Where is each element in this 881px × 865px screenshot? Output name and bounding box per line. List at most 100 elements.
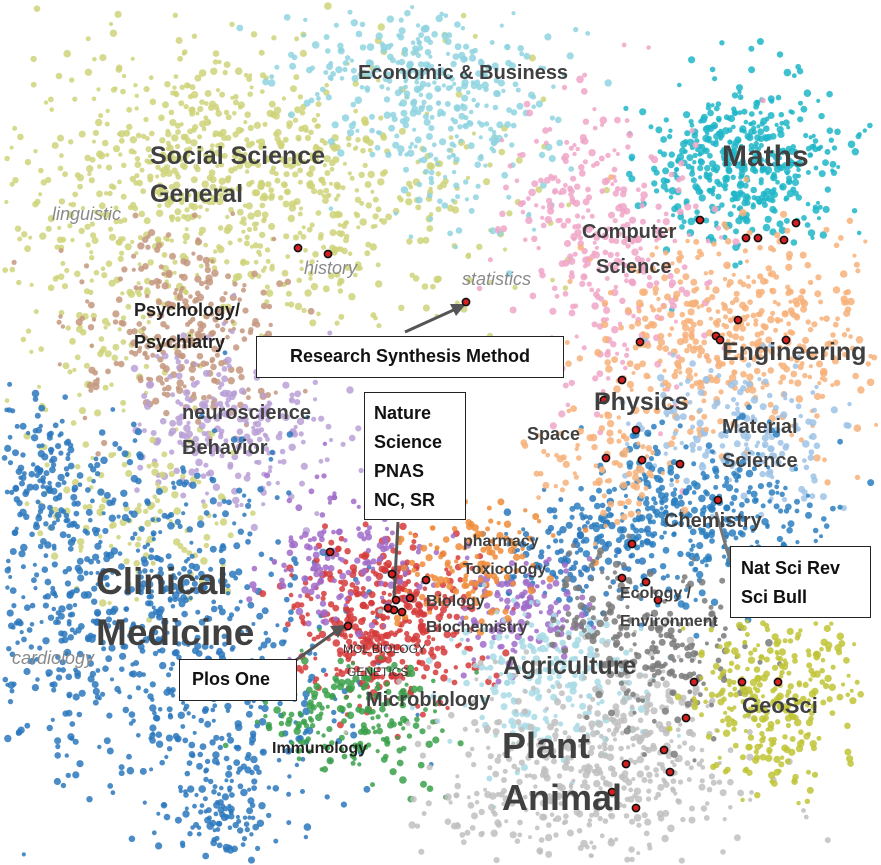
journal-point <box>234 472 242 480</box>
journal-point <box>116 534 121 540</box>
journal-point <box>698 194 706 202</box>
journal-point <box>300 233 307 240</box>
journal-point <box>190 381 198 388</box>
journal-point <box>696 419 704 427</box>
journal-point <box>183 502 189 507</box>
journal-point <box>733 290 740 297</box>
journal-point <box>38 503 46 511</box>
journal-point <box>111 184 117 190</box>
journal-point <box>774 484 780 490</box>
journal-point <box>593 502 601 510</box>
journal-point <box>14 225 22 232</box>
journal-point <box>7 381 13 387</box>
journal-point <box>762 191 767 196</box>
journal-point <box>746 489 752 495</box>
journal-point <box>261 607 269 615</box>
journal-point <box>147 693 154 700</box>
journal-point <box>377 178 385 186</box>
journal-point <box>813 165 819 171</box>
journal-point <box>241 287 246 293</box>
journal-point <box>136 536 142 542</box>
journal-point <box>129 136 138 144</box>
journal-point <box>133 285 139 291</box>
journal-point <box>409 544 417 551</box>
journal-point <box>460 103 465 108</box>
journal-point <box>722 276 728 282</box>
journal-point <box>271 35 277 41</box>
journal-point <box>671 372 679 380</box>
journal-point <box>826 127 834 134</box>
journal-point <box>79 329 87 336</box>
journal-point <box>696 319 704 327</box>
journal-point <box>229 778 234 784</box>
journal-point <box>268 456 274 462</box>
journal-point <box>148 554 155 561</box>
journal-point <box>11 625 16 630</box>
journal-point <box>781 496 788 503</box>
journal-point <box>210 707 216 713</box>
journal-point <box>802 440 810 448</box>
journal-point <box>188 294 193 299</box>
journal-point <box>50 717 55 723</box>
journal-point <box>260 302 268 310</box>
journal-point <box>740 281 747 288</box>
journal-point <box>687 500 693 505</box>
journal-point <box>775 490 780 495</box>
journal-point <box>166 153 175 161</box>
journal-point <box>845 422 852 429</box>
journal-point <box>394 133 400 139</box>
journal-point <box>238 599 243 604</box>
journal-point <box>359 218 368 226</box>
journal-point <box>138 210 146 218</box>
journal-point <box>807 152 813 158</box>
journal-point <box>273 838 279 844</box>
journal-point <box>379 41 385 47</box>
journal-point <box>492 104 499 111</box>
journal-point <box>135 132 142 139</box>
journal-point <box>716 251 722 257</box>
journal-point <box>601 233 607 240</box>
journal-point <box>708 316 714 321</box>
journal-point <box>130 535 136 541</box>
journal-point <box>274 64 280 70</box>
journal-point <box>661 303 667 309</box>
journal-point <box>469 48 476 55</box>
journal-point <box>260 182 266 187</box>
journal-point <box>31 684 39 692</box>
journal-point <box>682 488 690 495</box>
journal-point <box>737 388 744 396</box>
journal-point <box>455 86 462 93</box>
journal-point <box>781 391 788 398</box>
journal-point <box>242 512 247 517</box>
journal-point <box>52 546 57 551</box>
journal-point <box>732 262 739 269</box>
journal-point <box>205 471 211 477</box>
journal-point <box>382 75 389 83</box>
journal-point <box>753 367 761 375</box>
journal-point <box>388 42 394 48</box>
journal-point <box>454 134 459 139</box>
journal-point <box>258 49 265 56</box>
journal-point <box>148 279 155 286</box>
journal-point <box>250 755 258 764</box>
journal-point <box>767 315 775 324</box>
journal-point <box>758 177 764 183</box>
journal-point <box>761 371 767 377</box>
journal-point <box>634 202 642 210</box>
journal-point <box>419 80 427 88</box>
journal-point <box>203 776 209 783</box>
journal-point <box>730 190 738 197</box>
journal-point <box>604 317 610 322</box>
journal-point <box>447 125 454 132</box>
journal-point <box>615 537 622 544</box>
journal-point <box>315 123 321 129</box>
journal-point <box>327 138 335 146</box>
journal-point <box>853 424 862 433</box>
journal-point <box>662 546 670 554</box>
journal-point <box>780 147 787 153</box>
journal-point <box>24 604 31 611</box>
journal-point <box>359 85 365 90</box>
journal-point <box>425 133 433 140</box>
journal-point <box>501 171 509 179</box>
journal-point <box>603 186 610 194</box>
